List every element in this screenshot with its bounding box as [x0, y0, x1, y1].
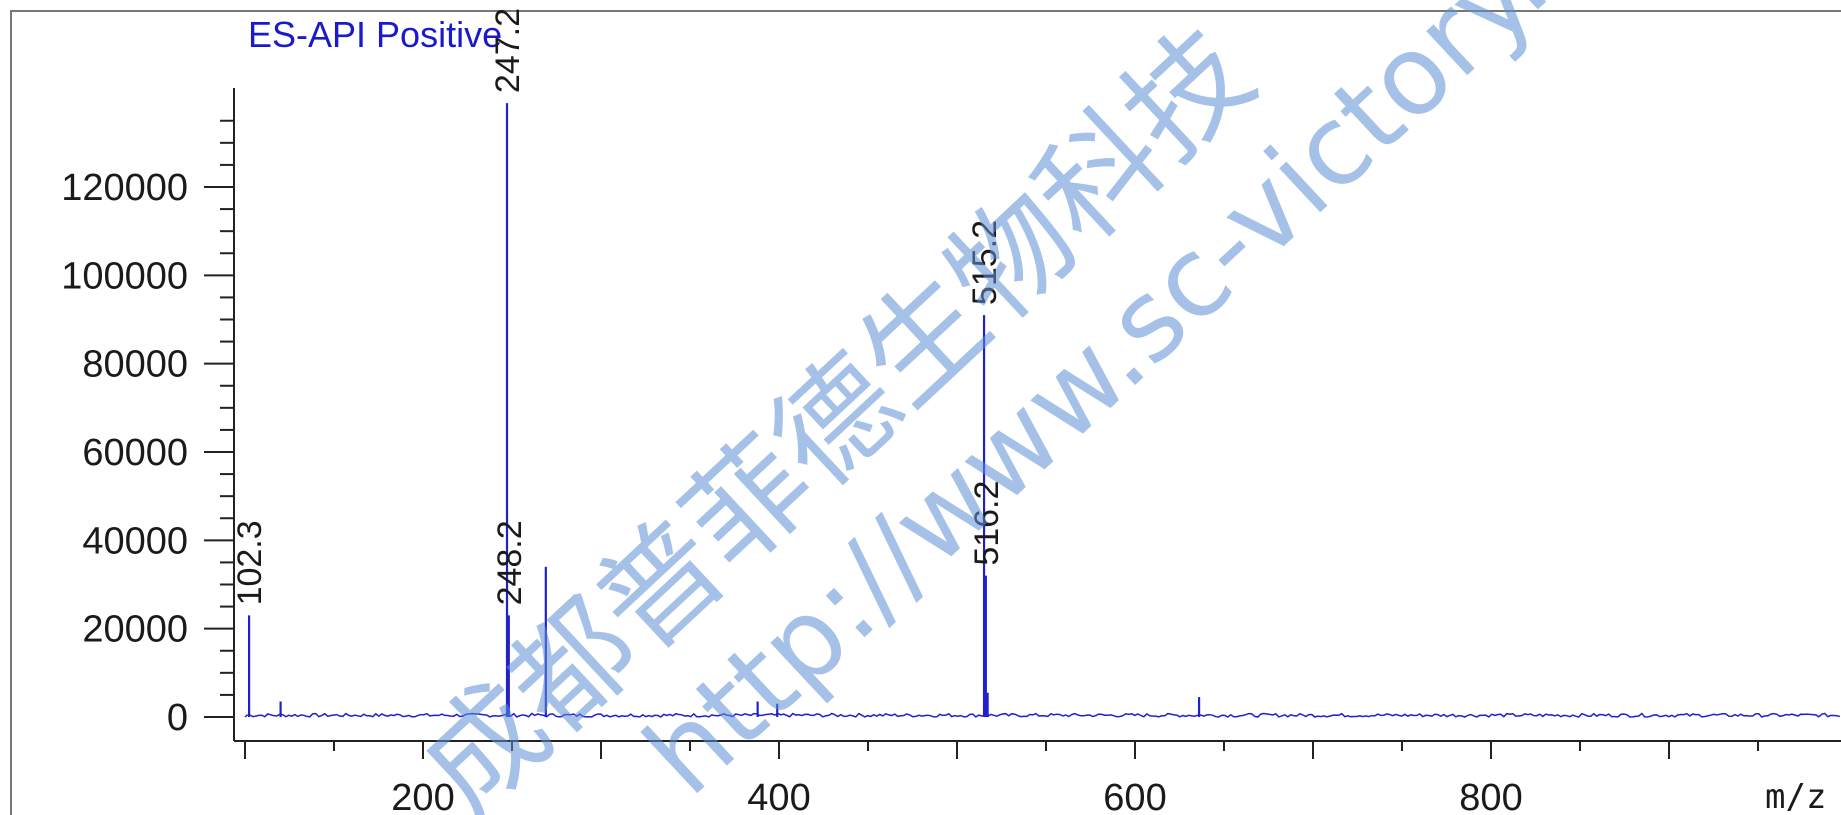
y-tick-label: 80000: [82, 344, 188, 386]
x-axis-label: m/z: [1765, 777, 1826, 815]
peak-label: 516.2: [968, 481, 1006, 566]
y-tick-label: 100000: [61, 255, 188, 297]
y-tick-label: 40000: [82, 520, 188, 562]
x-tick-label: 800: [1459, 777, 1522, 815]
y-tick-label: 120000: [61, 167, 188, 209]
peaks: [247, 103, 1201, 717]
y-tick-label: 0: [167, 697, 188, 739]
x-tick-label: 200: [391, 777, 454, 815]
peak-label: 247.2: [489, 8, 527, 93]
y-tick-label: 20000: [82, 609, 188, 651]
axes: 0 20000 40000 60000 80000 100000 120000 200 400 6…: [61, 88, 1841, 815]
y-tick-label: 60000: [82, 432, 188, 474]
chart-title: ES-API Positive: [248, 14, 503, 55]
chart-frame: [10, 10, 1841, 815]
peak-label: 248.2: [491, 520, 529, 605]
x-tick-label: 600: [1103, 777, 1166, 815]
peak-label: 102.3: [231, 520, 269, 605]
peak-labels: 102.3 247.2 248.2 515.2 516.2: [231, 8, 1006, 605]
x-tick-label: 400: [747, 777, 810, 815]
peak-label: 515.2: [966, 220, 1004, 305]
